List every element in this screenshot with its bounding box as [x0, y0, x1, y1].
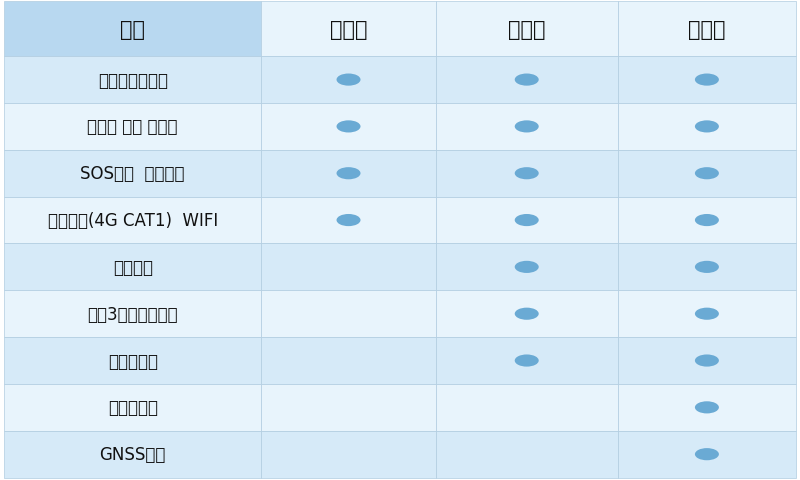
Text: 基础款: 基础款: [330, 20, 367, 40]
Bar: [4, 244, 262, 291]
Bar: [262, 337, 436, 384]
Text: 专业款: 专业款: [688, 20, 726, 40]
Bar: [4, 337, 262, 384]
Ellipse shape: [695, 355, 719, 367]
Bar: [262, 431, 436, 478]
Bar: [618, 57, 796, 104]
Ellipse shape: [514, 215, 538, 227]
Bar: [4, 431, 262, 478]
Bar: [262, 104, 436, 151]
Bar: [436, 151, 618, 197]
Text: 温湿压风速风向: 温湿压风速风向: [98, 72, 168, 89]
Bar: [436, 337, 618, 384]
Bar: [436, 431, 618, 478]
Bar: [262, 2, 436, 57]
Text: 跑道温度: 跑道温度: [113, 258, 153, 276]
Bar: [4, 151, 262, 197]
Ellipse shape: [695, 261, 719, 274]
Ellipse shape: [514, 74, 538, 86]
Ellipse shape: [695, 401, 719, 414]
Ellipse shape: [337, 74, 361, 86]
Ellipse shape: [695, 168, 719, 180]
Bar: [618, 431, 796, 478]
Bar: [4, 384, 262, 431]
Ellipse shape: [337, 168, 361, 180]
Ellipse shape: [695, 448, 719, 460]
Bar: [262, 197, 436, 244]
Bar: [436, 291, 618, 337]
Ellipse shape: [695, 308, 719, 320]
Bar: [4, 197, 262, 244]
Text: GNSS定位: GNSS定位: [99, 445, 166, 463]
Bar: [262, 291, 436, 337]
Ellipse shape: [337, 121, 361, 133]
Bar: [436, 244, 618, 291]
Bar: [436, 104, 618, 151]
Ellipse shape: [695, 215, 719, 227]
Bar: [262, 244, 436, 291]
Ellipse shape: [514, 261, 538, 274]
Ellipse shape: [514, 308, 538, 320]
Bar: [436, 2, 618, 57]
Text: 人体舒适度: 人体舒适度: [108, 352, 158, 370]
Bar: [436, 384, 618, 431]
Bar: [4, 291, 262, 337]
Bar: [618, 104, 796, 151]
Ellipse shape: [514, 121, 538, 133]
Bar: [618, 2, 796, 57]
Bar: [618, 291, 796, 337]
Ellipse shape: [514, 168, 538, 180]
Bar: [436, 197, 618, 244]
Bar: [4, 2, 262, 57]
Ellipse shape: [337, 215, 361, 227]
Text: 紫外线 光照 总辐射: 紫外线 光照 总辐射: [87, 118, 178, 136]
Text: 未来3小时天气预报: 未来3小时天气预报: [87, 305, 178, 323]
Bar: [618, 384, 796, 431]
Text: 无线传输(4G CAT1)  WIFI: 无线传输(4G CAT1) WIFI: [47, 212, 218, 229]
Ellipse shape: [695, 74, 719, 86]
Bar: [436, 57, 618, 104]
Bar: [262, 384, 436, 431]
Bar: [262, 151, 436, 197]
Text: SOS求救  电子罗盘: SOS求救 电子罗盘: [81, 165, 185, 183]
Bar: [618, 151, 796, 197]
Text: 型号: 型号: [120, 20, 146, 40]
Text: 无线电静默: 无线电静默: [108, 398, 158, 417]
Bar: [262, 57, 436, 104]
Text: 标准款: 标准款: [508, 20, 546, 40]
Bar: [618, 244, 796, 291]
Bar: [618, 197, 796, 244]
Bar: [618, 337, 796, 384]
Bar: [4, 104, 262, 151]
Bar: [4, 57, 262, 104]
Ellipse shape: [514, 355, 538, 367]
Ellipse shape: [695, 121, 719, 133]
